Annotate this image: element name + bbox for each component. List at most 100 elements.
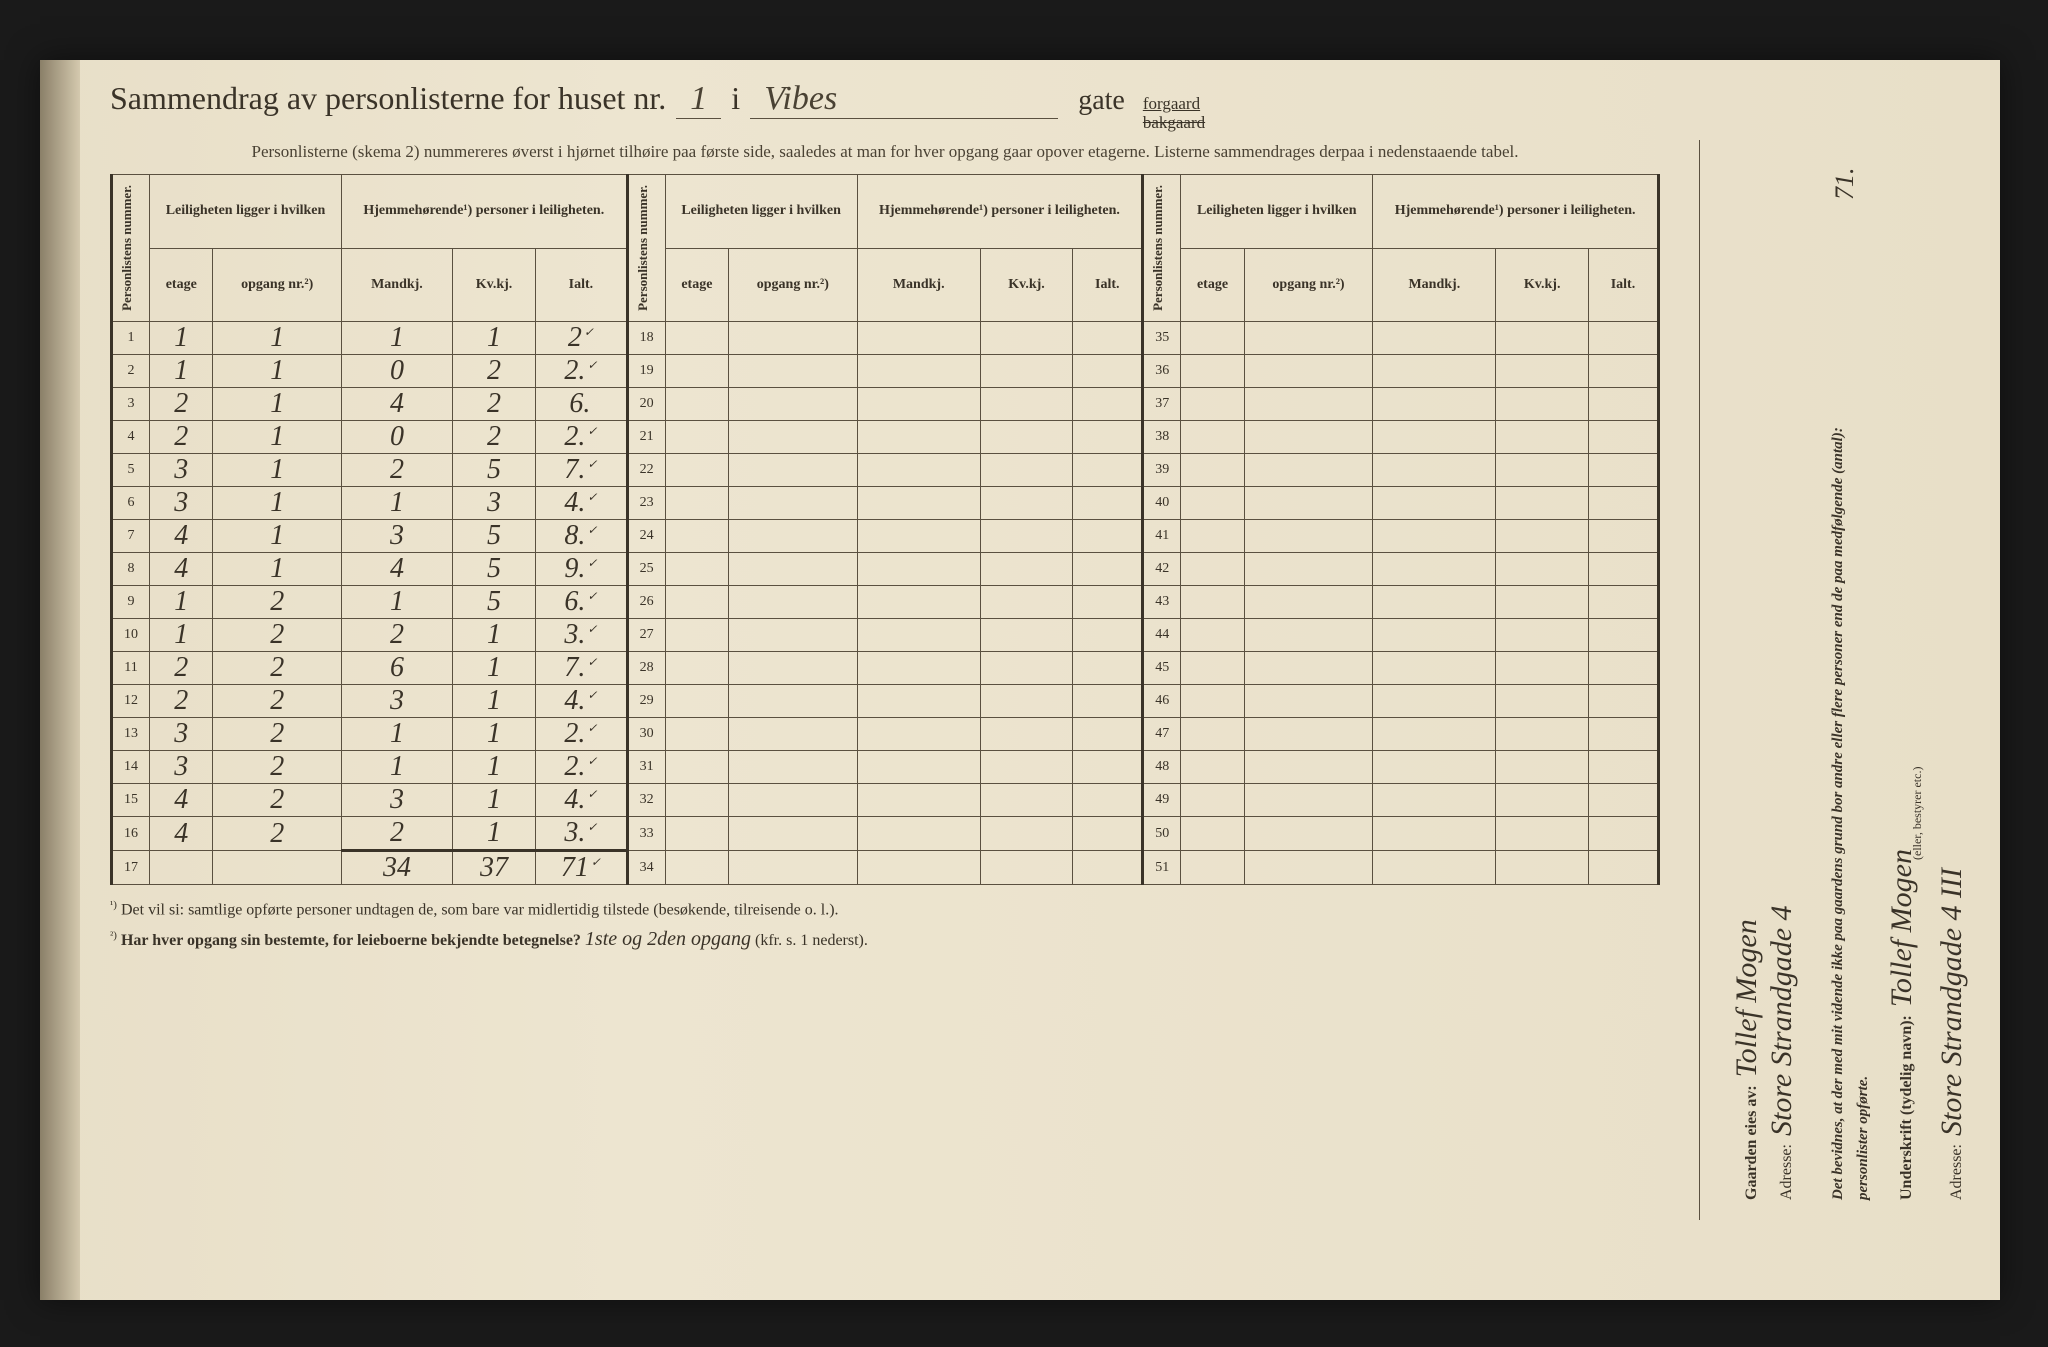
empty-cell: [857, 685, 980, 718]
rownum: 11: [112, 652, 150, 685]
opgang-cell: 2: [213, 751, 342, 784]
col-personlistens-3: Personlistens nummer.: [1148, 177, 1168, 319]
empty-cell: [1244, 851, 1373, 885]
empty-cell: [1181, 355, 1244, 388]
rownum: 46: [1143, 685, 1181, 718]
empty-cell: [980, 553, 1072, 586]
empty-cell: [1496, 586, 1588, 619]
empty-cell: [857, 553, 980, 586]
empty-cell: [1181, 421, 1244, 454]
table-row: 111112✓1835: [112, 322, 1659, 355]
opgang-cell: 2: [213, 586, 342, 619]
empty-cell: [1181, 751, 1244, 784]
rownum: 13: [112, 718, 150, 751]
footnote-2: ²) Har hver opgang sin bestemte, for lei…: [110, 923, 1660, 955]
document-page: Sammendrag av personlisterne for huset n…: [40, 60, 2000, 1300]
mandkj-cell: 3: [341, 685, 452, 718]
rownum: 1: [112, 322, 150, 355]
kvkj-cell: 1: [452, 718, 535, 751]
empty-cell: [1588, 322, 1658, 355]
opgang-cell: 2: [213, 817, 342, 851]
empty-cell: [1588, 718, 1658, 751]
mandkj-cell: 3: [341, 784, 452, 817]
ialt-cell: 6.✓: [536, 586, 627, 619]
mandkj-cell: 4: [341, 553, 452, 586]
rownum: 14: [112, 751, 150, 784]
empty-cell: [665, 586, 728, 619]
opgang-cell: 2: [213, 784, 342, 817]
fn2-text: Har hver opgang sin bestemte, for leiebo…: [121, 932, 581, 949]
empty-cell: [1073, 487, 1143, 520]
rownum: 35: [1143, 322, 1181, 355]
rownum: 47: [1143, 718, 1181, 751]
empty-cell: [729, 784, 858, 817]
rownum: 37: [1143, 388, 1181, 421]
empty-cell: [729, 619, 858, 652]
empty-cell: [1373, 487, 1496, 520]
col-leiligheten-2: Leiligheten ligger i hvilken: [665, 175, 857, 248]
empty-cell: [1373, 817, 1496, 851]
etage-cell: 3: [150, 751, 213, 784]
kvkj-cell: 1: [452, 751, 535, 784]
kvkj-cell: 5: [452, 454, 535, 487]
empty-cell: [1496, 685, 1588, 718]
mandkj-cell: 4: [341, 388, 452, 421]
etage-cell: 1: [150, 619, 213, 652]
empty-cell: [857, 487, 980, 520]
col-opgang-2: opgang nr.²): [729, 248, 858, 321]
empty-cell: [1373, 851, 1496, 885]
table-row: 1122617.✓2845: [112, 652, 1659, 685]
rownum: 42: [1143, 553, 1181, 586]
empty-cell: [857, 619, 980, 652]
mandkj-cell: 2: [341, 817, 452, 851]
empty-cell: [1244, 355, 1373, 388]
col-mandkj-3: Mandkj.: [1373, 248, 1496, 321]
empty-cell: [1373, 322, 1496, 355]
empty-cell: [980, 652, 1072, 685]
kvkj-cell: 5: [452, 586, 535, 619]
mandkj-cell: 2: [341, 454, 452, 487]
empty-cell: [665, 685, 728, 718]
ialt-cell: 2.✓: [536, 355, 627, 388]
kvkj-cell: 1: [452, 652, 535, 685]
empty-cell: [1244, 388, 1373, 421]
col-opgang-1: opgang nr.²): [213, 248, 342, 321]
col-etage-3: etage: [1181, 248, 1244, 321]
empty-cell: [1373, 355, 1496, 388]
header-row-1: Personlistens nummer. Leiligheten ligger…: [112, 175, 1659, 248]
empty-cell: [729, 586, 858, 619]
empty-cell: [1496, 421, 1588, 454]
empty-cell: [729, 553, 858, 586]
rownum: 33: [627, 817, 665, 851]
empty-cell: [729, 851, 858, 885]
etage-cell: 1: [150, 322, 213, 355]
opgang-cell: 1: [213, 355, 342, 388]
empty-cell: [857, 355, 980, 388]
table-row: 1332112.✓3047: [112, 718, 1659, 751]
empty-cell: [1073, 421, 1143, 454]
rownum: 5: [112, 454, 150, 487]
ialt-cell: 7.✓: [536, 454, 627, 487]
empty-cell: [1373, 619, 1496, 652]
mandkj-cell: 0: [341, 355, 452, 388]
ialt-cell: 2.✓: [536, 718, 627, 751]
kvkj-cell: 1: [452, 619, 535, 652]
fn1-text: Det vil si: samtlige opførte personer un…: [121, 901, 839, 918]
empty-cell: [1181, 553, 1244, 586]
empty-cell: [980, 586, 1072, 619]
empty-cell: [1496, 751, 1588, 784]
empty-cell: [665, 851, 728, 885]
etage-cell: 1: [150, 586, 213, 619]
empty-cell: [665, 718, 728, 751]
empty-cell: [1373, 520, 1496, 553]
etage-cell: 4: [150, 553, 213, 586]
kvkj-cell: 3: [452, 487, 535, 520]
empty-cell: [1373, 421, 1496, 454]
empty-cell: [980, 718, 1072, 751]
empty-cell: [665, 817, 728, 851]
kvkj-cell: 1: [452, 685, 535, 718]
empty-cell: [729, 718, 858, 751]
empty-cell: [1588, 586, 1658, 619]
col-etage-1: etage: [150, 248, 213, 321]
empty-cell: [729, 520, 858, 553]
